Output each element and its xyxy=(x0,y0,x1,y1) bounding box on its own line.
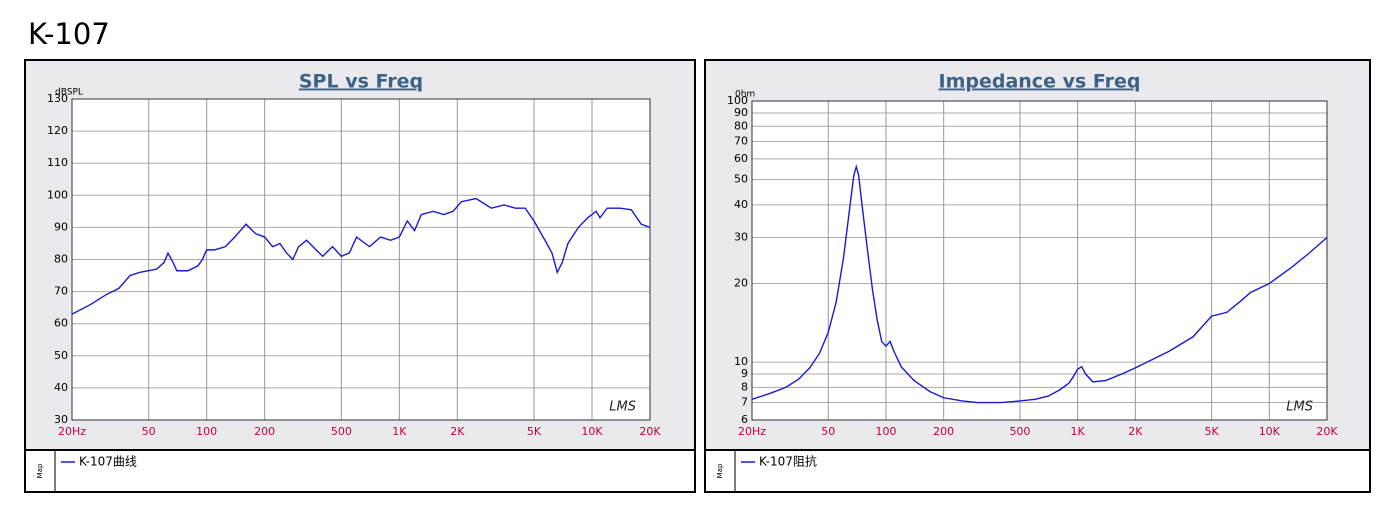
legend-title: Map xyxy=(716,463,724,478)
y-tick-label: 110 xyxy=(47,156,68,169)
series-line xyxy=(71,197,651,315)
series-line xyxy=(751,164,1328,404)
x-tick-label: 5K xyxy=(527,425,542,438)
x-tick-label: 50 xyxy=(142,425,156,438)
x-tick-label: 200 xyxy=(254,425,275,438)
x-tick-label: 500 xyxy=(331,425,352,438)
y-tick-label: 40 xyxy=(734,198,748,211)
y-axis-label: 0hm xyxy=(735,90,755,100)
legend-label: K-107阻抗 xyxy=(759,454,817,469)
chart-title: SPL vs Freq xyxy=(299,71,423,93)
page-title: K-107 xyxy=(28,17,110,51)
x-tick-label: 20K xyxy=(1316,425,1338,438)
y-axis-label: dBSPL xyxy=(55,88,83,98)
x-tick-label: 500 xyxy=(1009,425,1030,438)
y-tick-label: 80 xyxy=(734,119,748,132)
y-tick-label: 80 xyxy=(54,253,68,266)
x-tick-label: 20Hz xyxy=(58,425,86,438)
legend-title: Map xyxy=(36,463,44,478)
x-tick-label: 1K xyxy=(1071,425,1086,438)
y-tick-label: 60 xyxy=(54,317,68,330)
x-tick-label: 50 xyxy=(821,425,835,438)
plot-border xyxy=(751,100,1328,421)
y-tick-label: 50 xyxy=(734,173,748,186)
x-tick-label: 1K xyxy=(392,425,407,438)
x-tick-label: 100 xyxy=(875,425,896,438)
chart-title: Impedance vs Freq xyxy=(939,71,1141,93)
y-tick-label: 40 xyxy=(54,381,68,394)
x-tick-label: 100 xyxy=(196,425,217,438)
x-tick-label: 10K xyxy=(1259,425,1281,438)
y-tick-label: 6 xyxy=(741,413,748,426)
x-tick-label: 2K xyxy=(450,425,465,438)
y-tick-label: 90 xyxy=(54,220,68,233)
legend-area xyxy=(24,449,696,493)
y-tick-label: 70 xyxy=(54,285,68,298)
y-tick-label: 120 xyxy=(47,124,68,137)
watermark: LMS xyxy=(1286,400,1313,415)
y-tick-label: 9 xyxy=(741,367,748,380)
watermark: LMS xyxy=(609,400,636,415)
plot-border xyxy=(71,98,651,421)
y-tick-label: 90 xyxy=(734,106,748,119)
legend-area xyxy=(704,449,1371,493)
legend-label: K-107曲线 xyxy=(79,455,137,469)
y-tick-label: 60 xyxy=(734,152,748,165)
y-tick-label: 130 xyxy=(47,92,68,105)
y-tick-label: 7 xyxy=(741,396,748,409)
y-tick-label: 30 xyxy=(734,231,748,244)
y-tick-label: 100 xyxy=(727,94,748,107)
y-tick-label: 20 xyxy=(734,276,748,289)
x-tick-label: 5K xyxy=(1204,425,1219,438)
y-tick-label: 8 xyxy=(741,380,748,393)
x-tick-label: 10K xyxy=(581,425,603,438)
y-tick-label: 50 xyxy=(54,349,68,362)
x-tick-label: 20K xyxy=(639,425,661,438)
x-tick-label: 2K xyxy=(1128,425,1143,438)
y-tick-label: 70 xyxy=(734,134,748,147)
x-tick-label: 200 xyxy=(933,425,954,438)
y-tick-label: 100 xyxy=(47,188,68,201)
y-tick-label: 10 xyxy=(734,355,748,368)
x-tick-label: 20Hz xyxy=(738,425,766,438)
plot-area xyxy=(752,101,1327,420)
y-tick-label: 30 xyxy=(54,413,68,426)
